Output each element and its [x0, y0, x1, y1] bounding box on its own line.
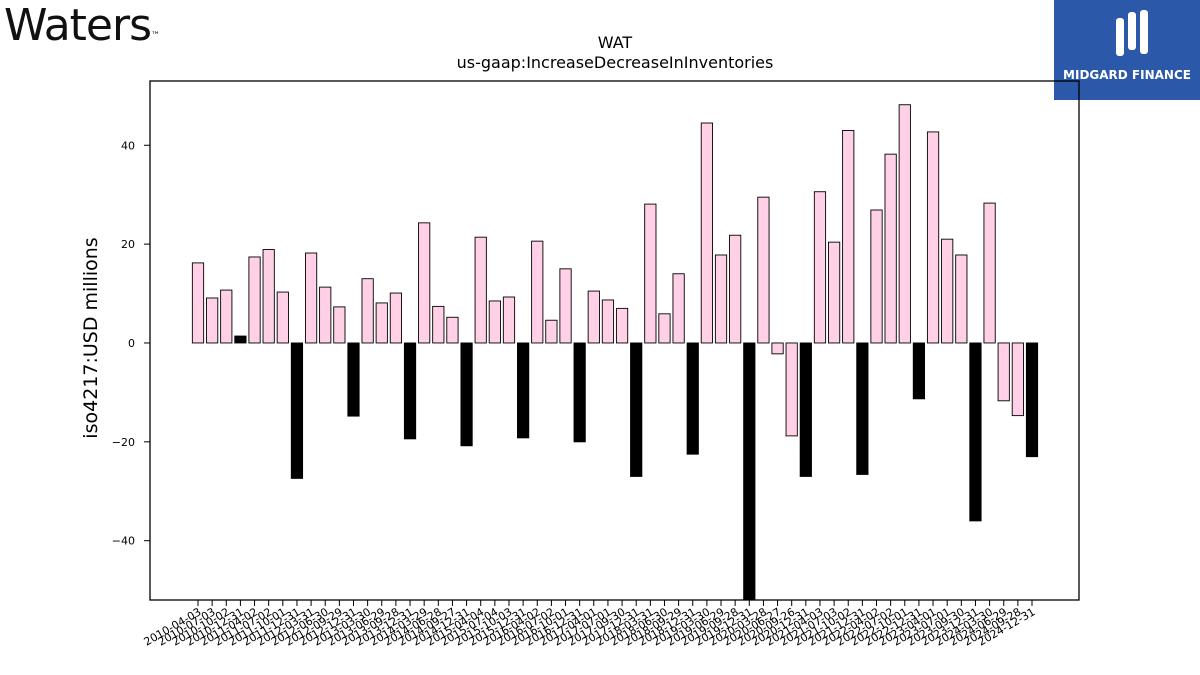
bars-group	[191, 104, 1039, 601]
chart-subtitle: us-gaap:IncreaseDecreaseInInventories	[457, 53, 774, 72]
bar-2023-09-30	[955, 254, 968, 344]
bar-2018-03-31	[644, 203, 657, 344]
y-axis-ticks: −40 −20 0 20 40	[112, 139, 150, 548]
y-tick-label: 40	[121, 139, 135, 152]
bar-2017-04-01	[587, 290, 600, 344]
bar-2022-07-02	[884, 153, 897, 344]
y-tick-label: −40	[112, 535, 135, 548]
bar-2014-09-27	[446, 316, 459, 344]
bar-2013-06-29	[375, 302, 388, 344]
bar-2018-06-30	[658, 313, 671, 344]
bar-2012-12-31	[347, 342, 360, 417]
bar-2018-09-29	[672, 273, 685, 344]
bar-2023-12-31	[969, 342, 982, 522]
bar-2010-12-31	[234, 335, 247, 344]
bar-2010-04-03	[191, 262, 205, 344]
bar-2014-03-29	[418, 222, 431, 344]
bar-2016-12-31	[573, 342, 586, 443]
badge-label: MIDGARD FINANCE	[1063, 68, 1191, 82]
bar-2020-09-26	[785, 342, 798, 437]
logo-wordmark: Waters	[4, 0, 152, 51]
bar-2020-03-28	[757, 196, 770, 344]
bar-2019-06-29	[714, 254, 728, 344]
bar-2013-12-31	[403, 342, 417, 440]
bar-2022-04-02	[870, 209, 883, 344]
bar-2014-06-28	[432, 305, 445, 344]
bar-2024-06-29	[997, 342, 1010, 402]
bar-2010-10-02	[220, 289, 233, 344]
bar-2016-07-02	[545, 319, 558, 344]
bar-2024-12-31	[1025, 342, 1039, 458]
waters-logo: Waters™	[4, 0, 160, 52]
trademark-mark: ™	[151, 31, 160, 41]
y-axis-label: iso4217:USD millions	[80, 237, 102, 438]
bar-2017-07-01	[601, 299, 615, 344]
bar-2021-07-03	[828, 241, 841, 344]
bar-2013-09-28	[389, 292, 403, 344]
x-axis-ticks: 2010-04-032010-07-032010-10-022010-12-31…	[142, 600, 1038, 649]
bar-2019-12-31	[743, 342, 756, 601]
bar-2024-09-28	[1011, 342, 1024, 417]
bar-2011-07-02	[262, 249, 275, 344]
bar-2024-03-30	[983, 202, 996, 344]
bar-2016-10-01	[559, 268, 572, 344]
bar-2015-10-03	[502, 296, 516, 344]
bar-2019-09-28	[729, 234, 742, 344]
bar-2011-04-02	[248, 256, 261, 344]
bar-2020-12-31	[799, 342, 812, 477]
y-tick-label: 20	[121, 238, 135, 251]
y-tick-label: −20	[112, 436, 135, 449]
midgard-finance-logo: MIDGARD FINANCE	[1054, 0, 1200, 100]
bar-2022-12-31	[912, 342, 926, 400]
bar-2023-04-01	[926, 131, 940, 344]
bar-2013-03-30	[361, 278, 374, 344]
bar-2018-12-31	[686, 342, 699, 455]
bar-2015-07-04	[488, 300, 501, 344]
bar-2021-12-31	[856, 342, 869, 475]
bar-2015-04-04	[474, 236, 487, 344]
bar-2016-04-02	[531, 240, 544, 344]
bar-2021-04-03	[813, 191, 827, 344]
chart-title: WAT	[598, 33, 633, 52]
bar-2020-06-27	[771, 342, 784, 355]
bar-2010-07-03	[206, 297, 219, 344]
bar-2011-12-31	[290, 342, 304, 479]
bar-2019-03-30	[700, 122, 713, 344]
bar-2011-10-01	[276, 291, 289, 344]
bar-2021-10-02	[842, 129, 855, 344]
bar-2023-07-01	[941, 238, 954, 344]
bar-2012-09-29	[333, 306, 346, 344]
bar-2017-12-31	[630, 342, 643, 477]
bar-2015-12-31	[517, 342, 530, 439]
plot-frame	[149, 80, 1080, 601]
midgard-emblem-icon	[1116, 10, 1148, 56]
bar-2014-12-31	[460, 342, 473, 447]
bar-2012-03-31	[304, 252, 318, 344]
bar-2012-06-30	[319, 286, 332, 344]
bar-2017-09-30	[615, 307, 629, 344]
y-tick-label: 0	[128, 337, 135, 350]
bar-2022-10-01	[898, 104, 911, 344]
